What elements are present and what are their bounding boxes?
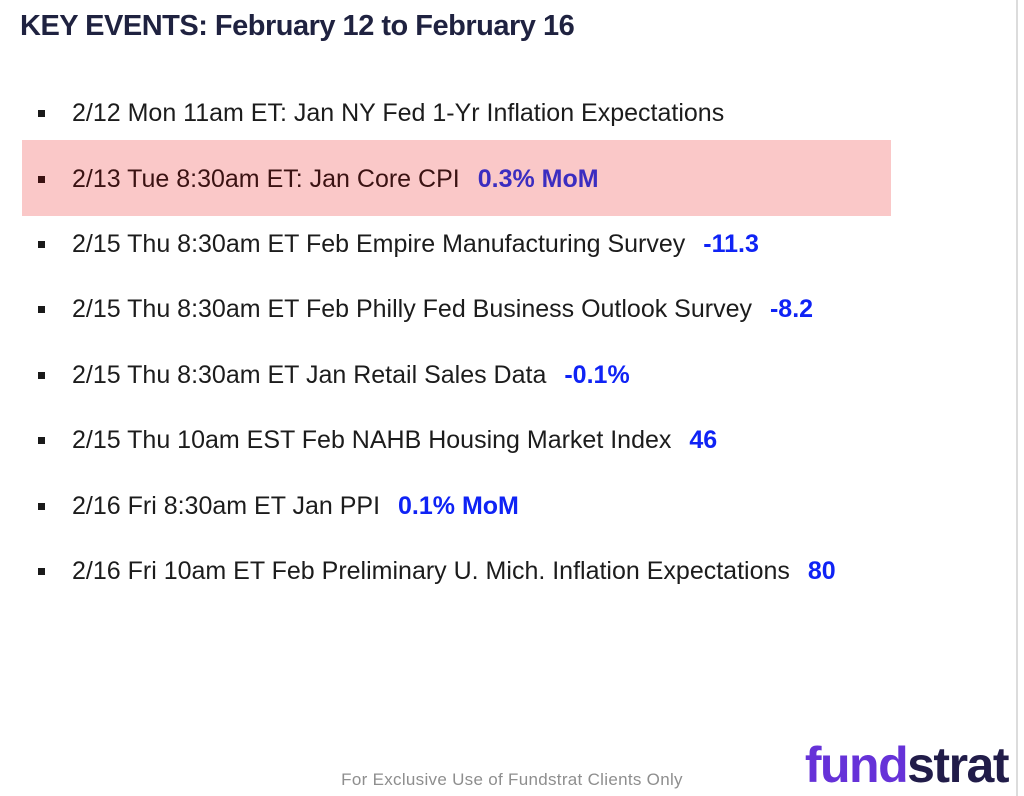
list-item: 2/15 Thu 8:30am ET Feb Philly Fed Busine… xyxy=(22,277,891,342)
event-label: 2/16 Fri 10am ET Feb Preliminary U. Mich… xyxy=(72,556,790,585)
logo-text-strat: strat xyxy=(907,737,1009,793)
event-value: 0.1% MoM xyxy=(398,491,519,520)
list-item-highlighted: 2/13 Tue 8:30am ET: Jan Core CPI 0.3% Mo… xyxy=(22,140,891,217)
bullet-icon xyxy=(38,110,45,118)
slide-right-edge-divider xyxy=(1016,0,1018,796)
footer-disclaimer: For Exclusive Use of Fundstrat Clients O… xyxy=(341,770,683,789)
fundstrat-logo: fundstrat xyxy=(804,736,1010,794)
list-item: 2/15 Thu 10am EST Feb NAHB Housing Marke… xyxy=(22,408,891,473)
event-label: 2/12 Mon 11am ET: Jan NY Fed 1-Yr Inflat… xyxy=(72,99,725,128)
list-item: 2/15 Thu 8:30am ET Feb Empire Manufactur… xyxy=(22,212,891,277)
bullet-icon xyxy=(38,175,45,183)
list-item: 2/16 Fri 8:30am ET Jan PPI 0.1% MoM xyxy=(22,473,891,538)
event-value: -8.2 xyxy=(769,295,814,324)
event-value: 46 xyxy=(689,426,718,455)
list-item: 2/16 Fri 10am ET Feb Preliminary U. Mich… xyxy=(22,539,891,604)
key-events-list: 2/12 Mon 11am ET: Jan NY Fed 1-Yr Inflat… xyxy=(22,81,891,604)
bullet-icon xyxy=(38,502,45,510)
bullet-icon xyxy=(38,240,45,248)
bullet-icon xyxy=(38,437,45,445)
event-label: 2/13 Tue 8:30am ET: Jan Core CPI xyxy=(72,164,460,193)
event-label: 2/15 Thu 8:30am ET Feb Philly Fed Busine… xyxy=(72,295,752,324)
event-label: 2/15 Thu 10am EST Feb NAHB Housing Marke… xyxy=(72,426,672,455)
event-value: -0.1% xyxy=(564,360,630,389)
bullet-icon xyxy=(38,567,45,575)
event-label: 2/15 Thu 8:30am ET Jan Retail Sales Data xyxy=(72,360,547,389)
event-label: 2/15 Thu 8:30am ET Feb Empire Manufactur… xyxy=(72,229,686,258)
event-value: -11.3 xyxy=(703,229,759,258)
bullet-icon xyxy=(38,306,45,314)
bullet-icon xyxy=(38,371,45,379)
list-item: 2/15 Thu 8:30am ET Jan Retail Sales Data… xyxy=(22,343,891,408)
event-value: 0.3% MoM xyxy=(477,164,599,193)
page-title: KEY EVENTS: February 12 to February 16 xyxy=(20,10,575,42)
list-item: 2/12 Mon 11am ET: Jan NY Fed 1-Yr Inflat… xyxy=(22,81,891,146)
logo-text-fund: fund xyxy=(804,737,909,793)
event-value: 80 xyxy=(807,556,836,585)
event-label: 2/16 Fri 8:30am ET Jan PPI xyxy=(72,491,381,520)
